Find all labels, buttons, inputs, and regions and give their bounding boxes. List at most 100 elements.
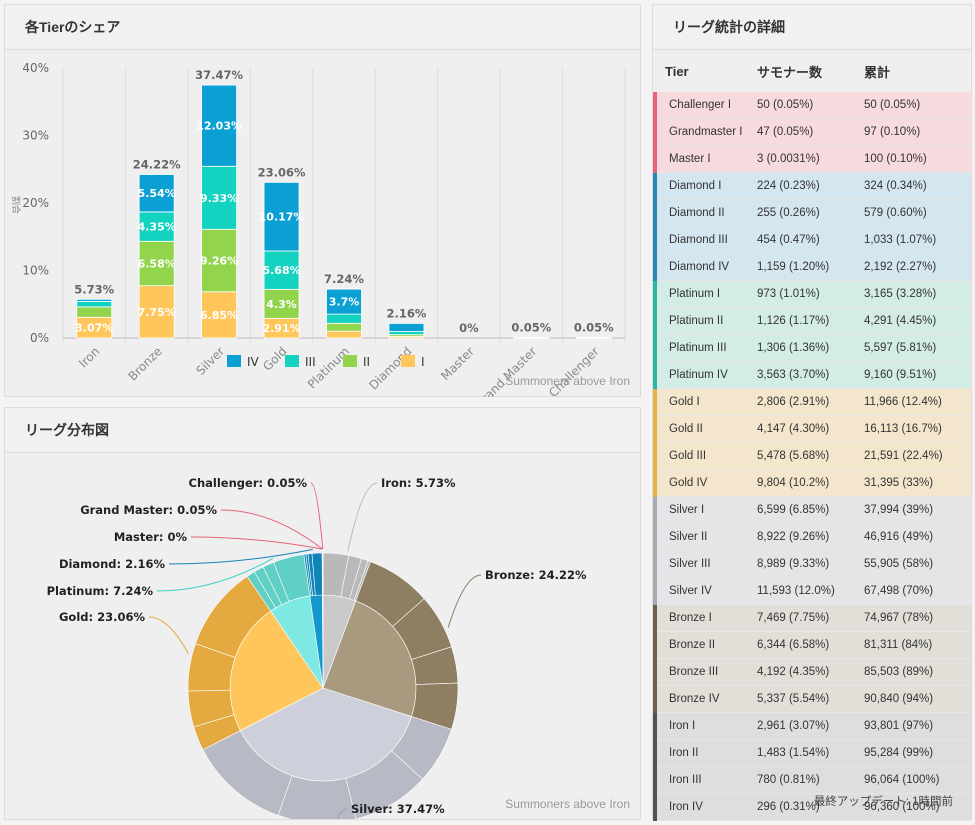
bar-segment (76, 301, 113, 308)
pie-slice-label: Silver: 37.47% (351, 802, 445, 816)
y-tick-label: 40% (22, 61, 49, 75)
row-tier: Iron II (653, 739, 756, 767)
table-row: Gold IV 9,804 (10.2%) 31,395 (33%) (653, 469, 971, 497)
row-count: 8,989 (9.33%) (756, 550, 863, 578)
bar-segment (138, 174, 175, 213)
table-row: Bronze II 6,344 (6.58%) 81,311 (84%) (653, 631, 971, 659)
bar-segment (326, 322, 362, 332)
table-row: Platinum IV 3,563 (3.70%) 9,160 (9.51%) (653, 361, 971, 389)
table-row: Diamond III 454 (0.47%) 1,033 (1.07%) (653, 226, 971, 254)
row-tier: Silver III (653, 550, 756, 578)
bar-segment (138, 240, 175, 287)
x-tick-label: Diamond (366, 344, 414, 392)
row-tier: Platinum I (653, 280, 756, 308)
row-count: 454 (0.47%) (756, 226, 863, 254)
pie-leader-line (220, 509, 323, 550)
row-cumulative: 1,033 (1.07%) (863, 226, 971, 254)
row-tier: Gold II (653, 415, 756, 443)
row-cumulative: 93,801 (97%) (863, 712, 971, 740)
bar-segment (201, 165, 238, 230)
bar-segment (201, 228, 238, 293)
row-tier: Diamond I (653, 172, 756, 200)
row-count: 5,478 (5.68%) (756, 442, 863, 470)
bar-segment (263, 250, 300, 290)
x-tick-label: Grand Master (472, 344, 540, 397)
row-cumulative: 95,284 (99%) (863, 739, 971, 767)
pie-credit[interactable]: Summoners above Iron (505, 797, 630, 811)
table-row: Iron I 2,961 (3.07%) 93,801 (97%) (653, 712, 971, 740)
bar-segment (76, 298, 113, 302)
row-cumulative: 50 (0.05%) (863, 92, 971, 119)
row-cumulative: 579 (0.60%) (863, 199, 971, 227)
row-count: 2,961 (3.07%) (756, 712, 863, 740)
row-count: 4,192 (4.35%) (756, 658, 863, 686)
pie-slice-label: Bronze: 24.22% (485, 568, 587, 582)
table-row: Diamond I 224 (0.23%) 324 (0.34%) (653, 172, 971, 200)
header-tier: Tier (665, 63, 689, 79)
row-cumulative: 74,967 (78%) (863, 604, 971, 632)
table-row: Platinum I 973 (1.01%) 3,165 (3.28%) (653, 280, 971, 308)
table-header-row: Tier サモナー数 累計 (655, 50, 971, 92)
pie-leader-line (148, 616, 189, 654)
row-cumulative: 31,395 (33%) (863, 469, 971, 497)
row-tier: Iron IV (653, 793, 756, 821)
y-tick-label: 30% (22, 129, 49, 143)
row-count: 255 (0.26%) (756, 199, 863, 227)
row-count: 6,344 (6.58%) (756, 631, 863, 659)
bar-total-label: 2.16% (386, 306, 426, 320)
bar-total-label: 24.22% (133, 158, 181, 172)
row-tier: Bronze I (653, 604, 756, 632)
bar-segment (326, 288, 362, 315)
header-cumulative: 累計 (864, 64, 891, 80)
row-cumulative: 2,192 (2.27%) (863, 253, 971, 281)
tier-share-panel: 各Tierのシェア 0% 10% 20% 30% 40% 割合 3.07% 5.73% Iron… (4, 4, 641, 397)
bar-segment (201, 84, 238, 167)
y-tick-label: 0% (30, 331, 49, 345)
bar-segment-label: 7.75% (138, 306, 176, 319)
legend-swatch (285, 355, 299, 367)
table-row: Gold II 4,147 (4.30%) 16,113 (16.7%) (653, 415, 971, 443)
x-tick-label: Silver (194, 344, 228, 378)
row-cumulative: 11,966 (12.4%) (863, 388, 971, 416)
bar-segment (388, 323, 425, 332)
y-axis-label: 割合 (10, 196, 22, 214)
table-row: Bronze I 7,469 (7.75%) 74,967 (78%) (653, 604, 971, 632)
row-cumulative: 46,916 (49%) (863, 523, 971, 551)
bar-segment-label: 5.54% (138, 187, 176, 200)
pie-slice-label: Master: 0% (114, 530, 188, 544)
row-count: 1,159 (1.20%) (756, 253, 863, 281)
row-count: 11,593 (12.0%) (756, 577, 863, 605)
row-cumulative: 97 (0.10%) (863, 118, 971, 146)
legend-label: I (421, 355, 425, 369)
row-tier: Gold III (653, 442, 756, 470)
row-tier: Bronze II (653, 631, 756, 659)
row-count: 50 (0.05%) (756, 92, 863, 119)
row-tier: Grandmaster I (653, 118, 756, 146)
pie-slice-label: Gold: 23.06% (59, 610, 145, 624)
pie-slice-label: Platinum: 7.24% (47, 584, 154, 598)
bar-segment-label: 2.91% (262, 322, 300, 335)
league-stats-panel: リーグ統計の詳細 Tier サモナー数 累計 Challenger I 50 (0… (652, 4, 972, 821)
league-stats-table: Tier サモナー数 累計 Challenger I 50 (0.05%) 50 (… (653, 50, 971, 821)
row-cumulative: 16,113 (16.7%) (863, 415, 971, 443)
row-tier: Diamond II (653, 199, 756, 227)
row-count: 2,806 (2.91%) (756, 388, 863, 416)
row-count: 1,306 (1.36%) (756, 334, 863, 362)
table-row: Diamond IV 1,159 (1.20%) 2,192 (2.27%) (653, 253, 971, 281)
row-tier: Silver I (653, 496, 756, 524)
bar-segment-label: 6.58% (138, 257, 176, 270)
row-cumulative: 100 (0.10%) (863, 145, 971, 173)
row-cumulative: 96,064 (100%) (863, 766, 971, 794)
row-tier: Silver II (653, 523, 756, 551)
bar-segment (326, 313, 362, 324)
row-tier: Gold IV (653, 469, 756, 497)
bar-credit[interactable]: Summoners above Iron (505, 374, 630, 388)
row-tier: Master I (653, 145, 756, 173)
legend-swatch (401, 355, 415, 367)
bar-segment (513, 337, 550, 339)
bar-segment (201, 291, 238, 339)
pie-leader-line (156, 557, 274, 592)
row-cumulative: 55,905 (58%) (863, 550, 971, 578)
legend-label: IV (247, 355, 260, 369)
row-cumulative: 3,165 (3.28%) (863, 280, 971, 308)
